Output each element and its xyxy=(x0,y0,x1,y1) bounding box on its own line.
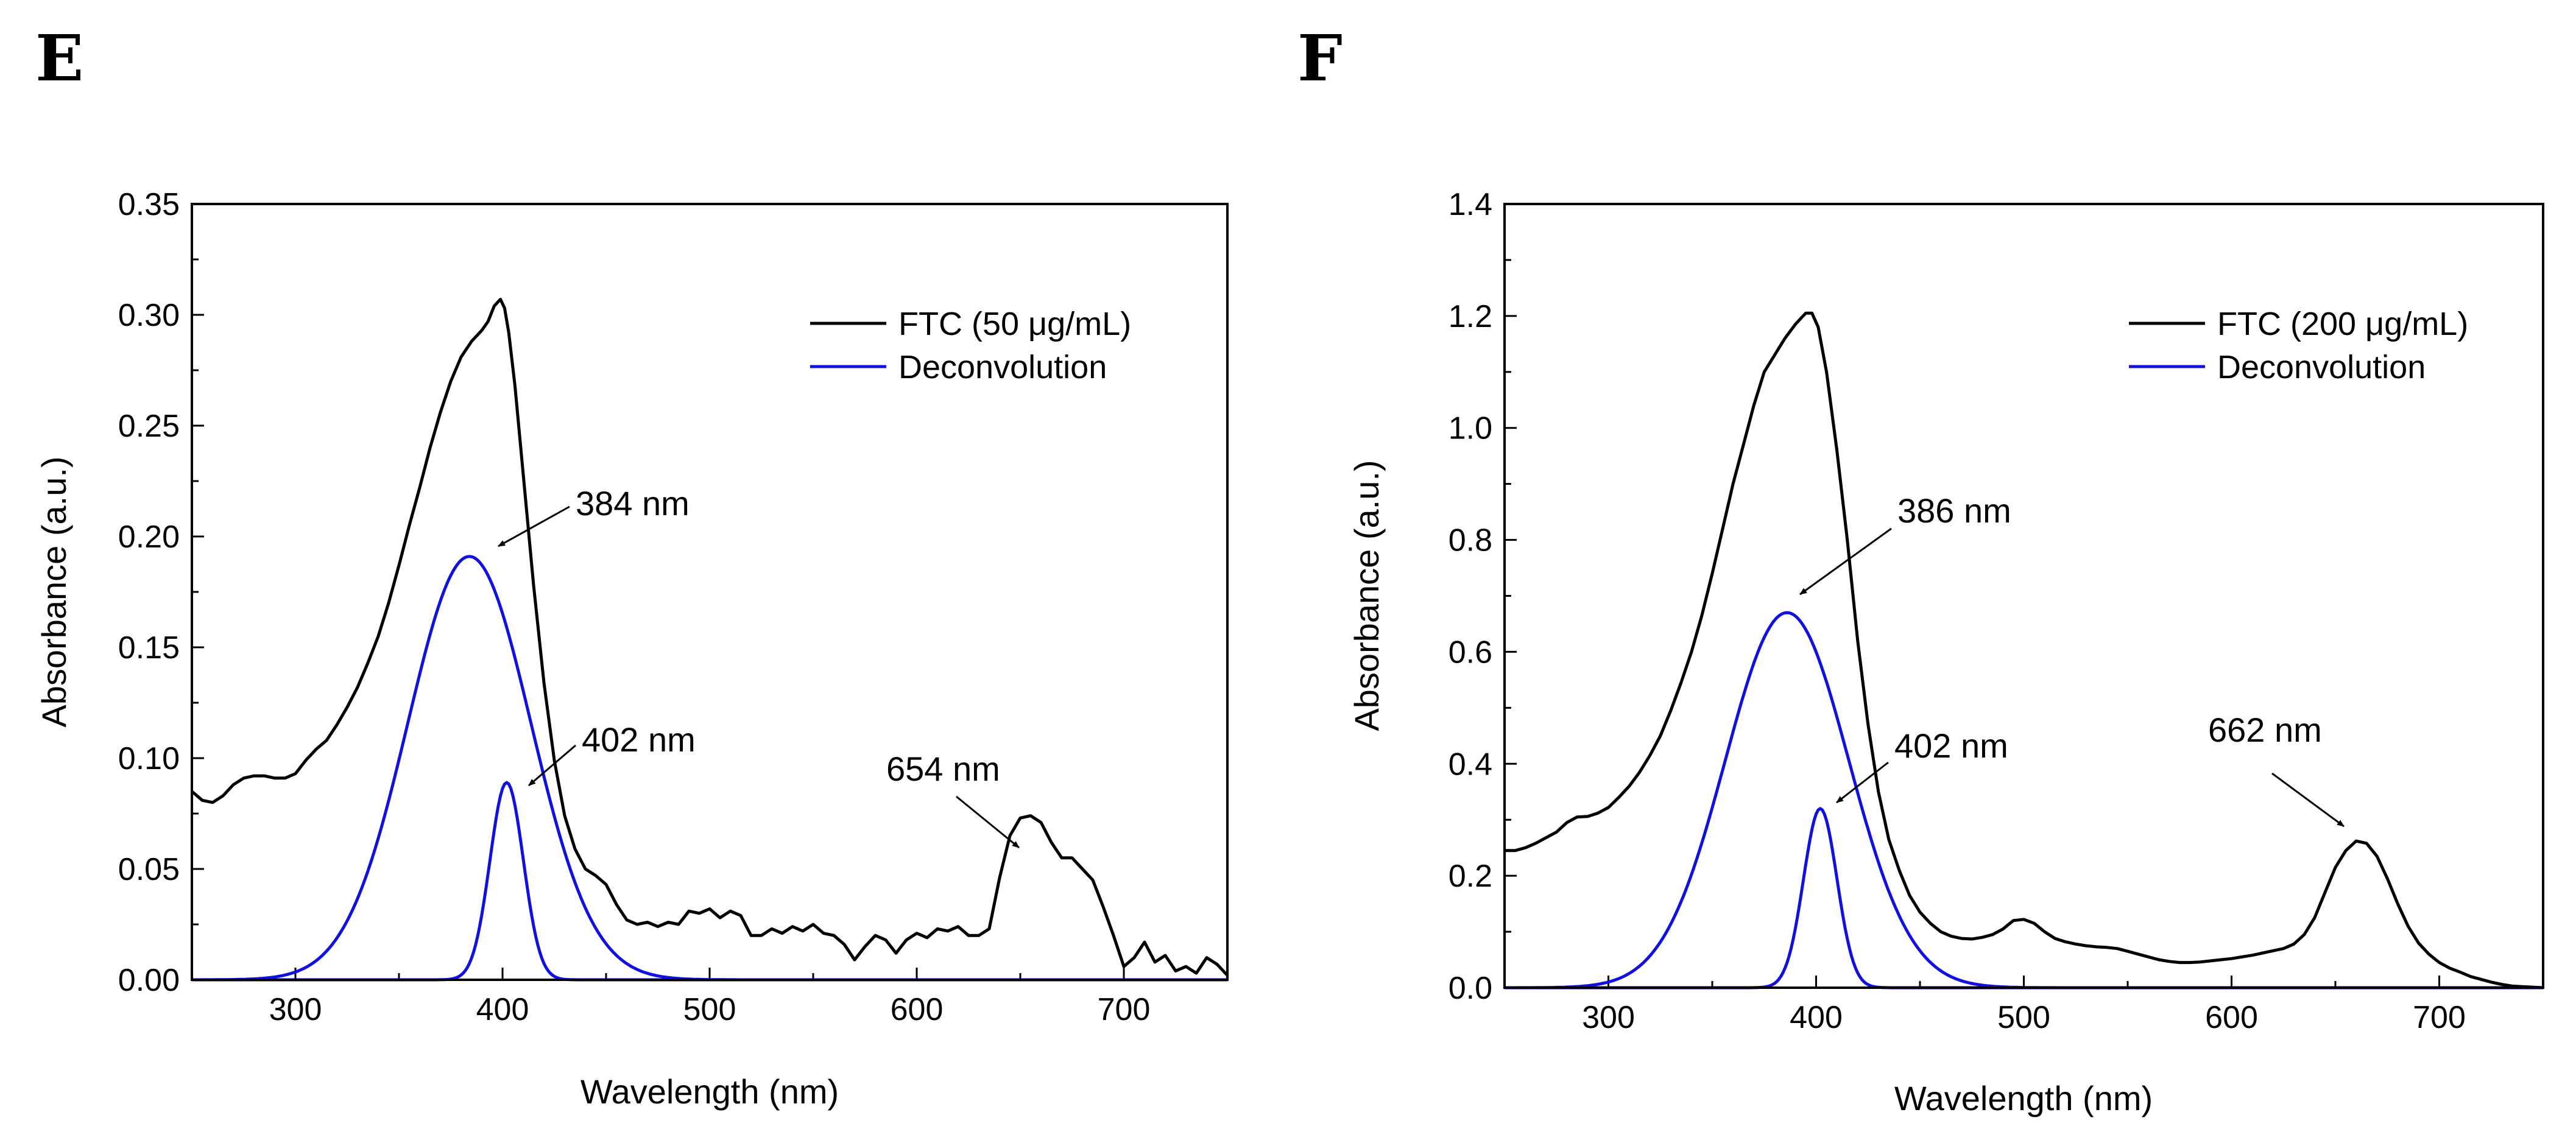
annotation-402nm-f: 402 nm xyxy=(1836,726,2008,804)
x-tick-label-500-f: 500 xyxy=(1997,1000,2050,1035)
panel-label-e: E xyxy=(35,21,83,96)
annotation-label-402nm-e: 402 nm xyxy=(582,720,696,759)
y-tick-label-4-e: 0.20 xyxy=(118,519,180,555)
legend-e: FTC (50 μg/mL) Deconvolution xyxy=(810,306,1131,385)
annotation-384nm: 384 nm xyxy=(498,484,690,547)
x-tick-label-400-e: 400 xyxy=(476,992,529,1027)
annotation-662nm: 662 nm xyxy=(2208,711,2345,828)
y-tick-label-3-e: 0.15 xyxy=(118,630,180,666)
annotation-arrow-662nm xyxy=(2271,772,2345,828)
y-tick-label-2-e: 0.10 xyxy=(118,741,180,776)
panel-f: F 300 400 500 600 700 0.0 0.2 0.4 0.6 0.8 1.0 1.2 1.… xyxy=(1297,21,2544,1117)
y-tick-label-7-f: 1.4 xyxy=(1449,187,1492,222)
annotation-654nm: 654 nm xyxy=(886,750,1020,849)
annotation-label-654nm: 654 nm xyxy=(886,750,1000,788)
x-tick-label-300-e: 300 xyxy=(269,992,322,1027)
deconvolution-peak-402nm-e xyxy=(192,781,1227,982)
spectrum-line-f xyxy=(1505,311,2544,990)
y-tick-label-0-e: 0.00 xyxy=(118,963,180,998)
y-tick-label-4-f: 0.8 xyxy=(1449,523,1492,558)
plot-lines-f xyxy=(1505,311,2544,990)
deconvolution-peak-384nm-e xyxy=(192,555,1227,982)
legend-label-deconv-f: Deconvolution xyxy=(2217,349,2426,385)
plot-frame-e xyxy=(191,203,1229,981)
annotation-arrow-402nm-f xyxy=(1836,761,1889,804)
spectrum-line-e xyxy=(191,298,1229,977)
annotation-arrow-384nm xyxy=(498,505,570,547)
y-tick-label-5-e: 0.25 xyxy=(118,409,180,444)
legend-label-ftc-e: FTC (50 μg/mL) xyxy=(898,306,1131,342)
x-tick-label-500-e: 500 xyxy=(683,992,736,1027)
y-tick-label-0-f: 0.0 xyxy=(1449,971,1492,1006)
annotation-label-384nm: 384 nm xyxy=(576,484,690,522)
y-tick-label-6-f: 1.2 xyxy=(1449,299,1492,334)
x-tick-label-300-f: 300 xyxy=(1582,1000,1635,1035)
y-axis-title-e: Absorbance (a.u.) xyxy=(35,456,73,727)
x-tick-label-700-f: 700 xyxy=(2413,1000,2466,1035)
legend-label-deconv-e: Deconvolution xyxy=(898,349,1107,385)
y-tick-label-7-e: 0.35 xyxy=(118,187,180,222)
annotation-386nm: 386 nm xyxy=(1799,491,2011,596)
x-tick-label-600-e: 600 xyxy=(891,992,944,1027)
plot-lines-e xyxy=(191,298,1229,982)
x-axis-title-e: Wavelength (nm) xyxy=(580,1072,839,1111)
deconvolution-peak-386nm-f xyxy=(1505,611,2543,990)
legend-f: FTC (200 μg/mL) Deconvolution xyxy=(2129,306,2468,385)
y-tick-label-3-f: 0.6 xyxy=(1449,635,1492,670)
x-tick-label-400-f: 400 xyxy=(1790,1000,1843,1035)
y-tick-label-1-f: 0.2 xyxy=(1449,859,1492,894)
annotation-arrow-386nm xyxy=(1799,527,1892,596)
y-tick-label-1-e: 0.05 xyxy=(118,852,180,887)
annotation-label-402nm-f: 402 nm xyxy=(1894,726,2008,765)
plot-frame-f xyxy=(1503,203,2544,989)
annotation-402nm-e: 402 nm xyxy=(528,720,696,787)
annotation-arrow-402nm-e xyxy=(528,744,576,787)
x-tick-label-700-e: 700 xyxy=(1098,992,1151,1027)
axis-tick-labels-e: 300 400 500 600 700 0.00 0.05 0.10 0.15 0.20 0.25 0… xyxy=(118,187,1151,1027)
annotation-label-662nm: 662 nm xyxy=(2208,711,2322,749)
y-axis-title-f: Absorbance (a.u.) xyxy=(1347,460,1386,731)
x-axis-title-f: Wavelength (nm) xyxy=(1894,1079,2153,1117)
x-tick-label-600-f: 600 xyxy=(2205,1000,2258,1035)
deconvolution-peak-402nm-f xyxy=(1505,807,2543,990)
y-tick-label-6-e: 0.30 xyxy=(118,298,180,333)
legend-label-ftc-f: FTC (200 μg/mL) xyxy=(2217,306,2468,342)
axis-tick-labels-f: 300 400 500 600 700 0.0 0.2 0.4 0.6 0.8 1.0 1.2 1.4 xyxy=(1449,187,2466,1035)
y-tick-label-5-f: 1.0 xyxy=(1449,411,1492,446)
annotation-label-386nm: 386 nm xyxy=(1897,491,2011,530)
y-tick-label-2-f: 0.4 xyxy=(1449,747,1492,782)
panel-label-f: F xyxy=(1297,21,1343,96)
panel-e: E 300 400 500 600 700 0.00 0.05 0.10 0.15 0.20 0.2… xyxy=(35,21,1229,1111)
annotation-arrow-654nm xyxy=(956,795,1020,849)
